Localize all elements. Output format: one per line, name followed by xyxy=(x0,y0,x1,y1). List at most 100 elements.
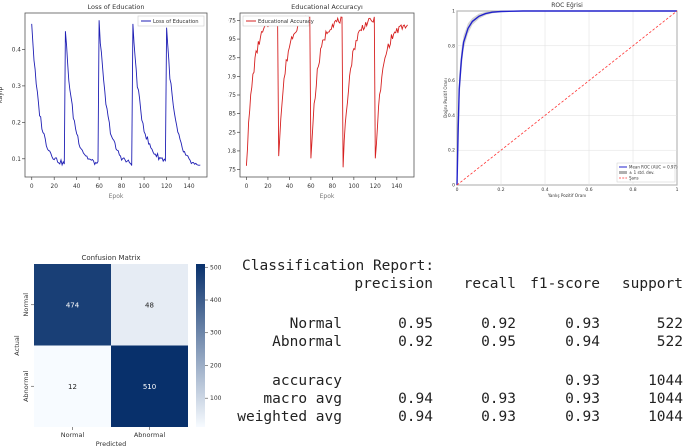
report-cell: 0.95 xyxy=(481,334,516,350)
x-tick-label: 120 xyxy=(161,184,172,190)
report-cell: 0.94 xyxy=(565,334,600,350)
y-tick-label: 0.9 xyxy=(228,74,236,80)
x-tick-label: 60 xyxy=(307,184,315,190)
y-tick-label: 0.2 xyxy=(448,148,455,154)
legend-entry: ± 1 std. dev. xyxy=(629,170,655,175)
x-tick-label: 0.8 xyxy=(629,187,636,193)
x-tick-label: 0 xyxy=(30,184,34,190)
report-cell: 0.93 xyxy=(481,391,516,407)
report-cell: 522 xyxy=(656,316,683,332)
x-tick-label: 0.2 xyxy=(497,187,504,193)
colorbar xyxy=(196,264,205,427)
report-cell: 0.92 xyxy=(398,334,433,350)
y-tick-label: 0.3 xyxy=(12,84,22,90)
x-tick-label: 100 xyxy=(139,184,150,190)
x-tick-label: 0 xyxy=(245,184,249,190)
x-tick-label: 80 xyxy=(329,184,337,190)
x-tick-label: Normal xyxy=(61,431,85,439)
y-tick-label: 0.975 xyxy=(228,18,236,24)
y-tick-label: 0.8 xyxy=(228,149,236,155)
x-tick-label: 0 xyxy=(456,187,459,193)
plot-frame xyxy=(239,12,415,178)
y-tick-label: 0.6 xyxy=(448,78,455,84)
report-column-header: support xyxy=(621,276,683,292)
x-tick-label: 140 xyxy=(391,184,402,190)
classification-report: Classification Report: precision recall f1… xyxy=(237,258,688,448)
colorbar-tick-label: 100 xyxy=(210,395,222,402)
colorbar-tick-label: 400 xyxy=(210,297,222,304)
y-tick-label: 0 xyxy=(452,183,455,189)
chart-title: Loss of Education xyxy=(87,3,144,11)
heatmap-cell xyxy=(34,345,111,427)
heatmap-cell xyxy=(111,264,188,346)
report-row-label: Abnormal xyxy=(272,334,342,350)
cell-value: 12 xyxy=(68,383,77,391)
legend-swatch xyxy=(619,171,627,174)
x-tick-label: 40 xyxy=(73,184,81,190)
x-tick-label: 1 xyxy=(676,187,679,193)
y-tick-label: 0.925 xyxy=(228,56,236,62)
x-tick-label: 120 xyxy=(370,184,381,190)
y-tick-label: Normal xyxy=(22,293,30,317)
colorbar-tick-label: 500 xyxy=(210,264,222,271)
cell-value: 474 xyxy=(66,301,80,309)
roc-chart: 0 0.2 0.4 0.6 0.8 1 0 0.2 0.4 0.6 0.8 1 ROC Eğrisi Ya… xyxy=(443,2,679,198)
heatmap-cell xyxy=(111,345,188,427)
colorbar-tick-label: 200 xyxy=(210,362,222,369)
report-row-label: Normal xyxy=(289,316,342,332)
chart-title: Educational Accuracyı xyxy=(291,3,363,11)
legend-entry: Educational Accuracy xyxy=(258,19,314,25)
legend-entry: Şans xyxy=(629,176,639,181)
y-tick-label: 1 xyxy=(452,9,455,15)
x-tick-label: 80 xyxy=(118,184,126,190)
colorbar-tick-label: 300 xyxy=(210,330,222,337)
loss-chart: Loss of Education Epok Kayıp 0 20 40 60 80 100 12… xyxy=(0,3,208,200)
chance-line xyxy=(456,10,678,186)
y-tick-label: 0.825 xyxy=(228,130,236,136)
report-cell: 0.93 xyxy=(565,391,600,407)
x-tick-label: 0.6 xyxy=(585,187,592,193)
x-tick-label: 20 xyxy=(264,184,272,190)
report-cell: 1044 xyxy=(648,373,683,389)
report-row-label: accuracy xyxy=(272,373,342,389)
report-cell: 0.92 xyxy=(481,316,516,332)
x-axis-label: Epok xyxy=(320,193,335,200)
x-tick-label: 100 xyxy=(348,184,359,190)
report-cell: 0.93 xyxy=(565,316,600,332)
x-tick-label: Abnormal xyxy=(134,431,166,439)
y-tick-label: 0.4 xyxy=(448,113,455,119)
report-cell: 0.95 xyxy=(398,316,433,332)
legend-box xyxy=(137,15,205,27)
y-tick-label: 0.8 xyxy=(448,43,455,49)
y-tick-label: 0.4 xyxy=(12,47,22,53)
legend-entry: Mean ROC (AUC = 0.97) xyxy=(629,165,678,170)
y-axis-label: Actual xyxy=(13,335,21,356)
x-tick-label: 140 xyxy=(183,184,194,190)
chart-title: ROC Eğrisi xyxy=(551,2,583,9)
report-cell: 0.93 xyxy=(481,409,516,425)
x-tick-label: 40 xyxy=(286,184,294,190)
report-cell: 0.94 xyxy=(398,409,433,425)
report-title: Classification Report: xyxy=(242,258,435,274)
report-row-label: weighted avg xyxy=(237,409,342,425)
report-cell: 0.94 xyxy=(398,391,433,407)
report-cell: 0.93 xyxy=(565,409,600,425)
y-tick-label: 0.95 xyxy=(228,37,236,43)
legend-box xyxy=(242,15,310,27)
y-tick-label: 0.2 xyxy=(12,120,22,126)
report-column-header: f1-score xyxy=(530,276,600,292)
y-axis-label: Doğru Pozitif Oranı xyxy=(443,78,448,117)
x-tick-label: 20 xyxy=(51,184,59,190)
plot-frame xyxy=(24,12,208,178)
cell-value: 510 xyxy=(143,383,156,391)
y-tick-label: 0.875 xyxy=(228,93,236,99)
accuracy-chart: Educational AccuracyıEpokDoğruluk0204060… xyxy=(228,3,415,200)
chart-title: Confusion Matrix xyxy=(81,254,140,262)
x-axis-label: Yanlış Pozitif Oranı xyxy=(547,193,586,198)
x-tick-label: 60 xyxy=(95,184,103,190)
report-cell: 1044 xyxy=(648,391,683,407)
report-cell: 522 xyxy=(656,334,683,350)
legend-box xyxy=(616,162,676,183)
y-axis-label: Kayıp xyxy=(0,87,4,104)
x-tick-label: 0.4 xyxy=(541,187,548,193)
